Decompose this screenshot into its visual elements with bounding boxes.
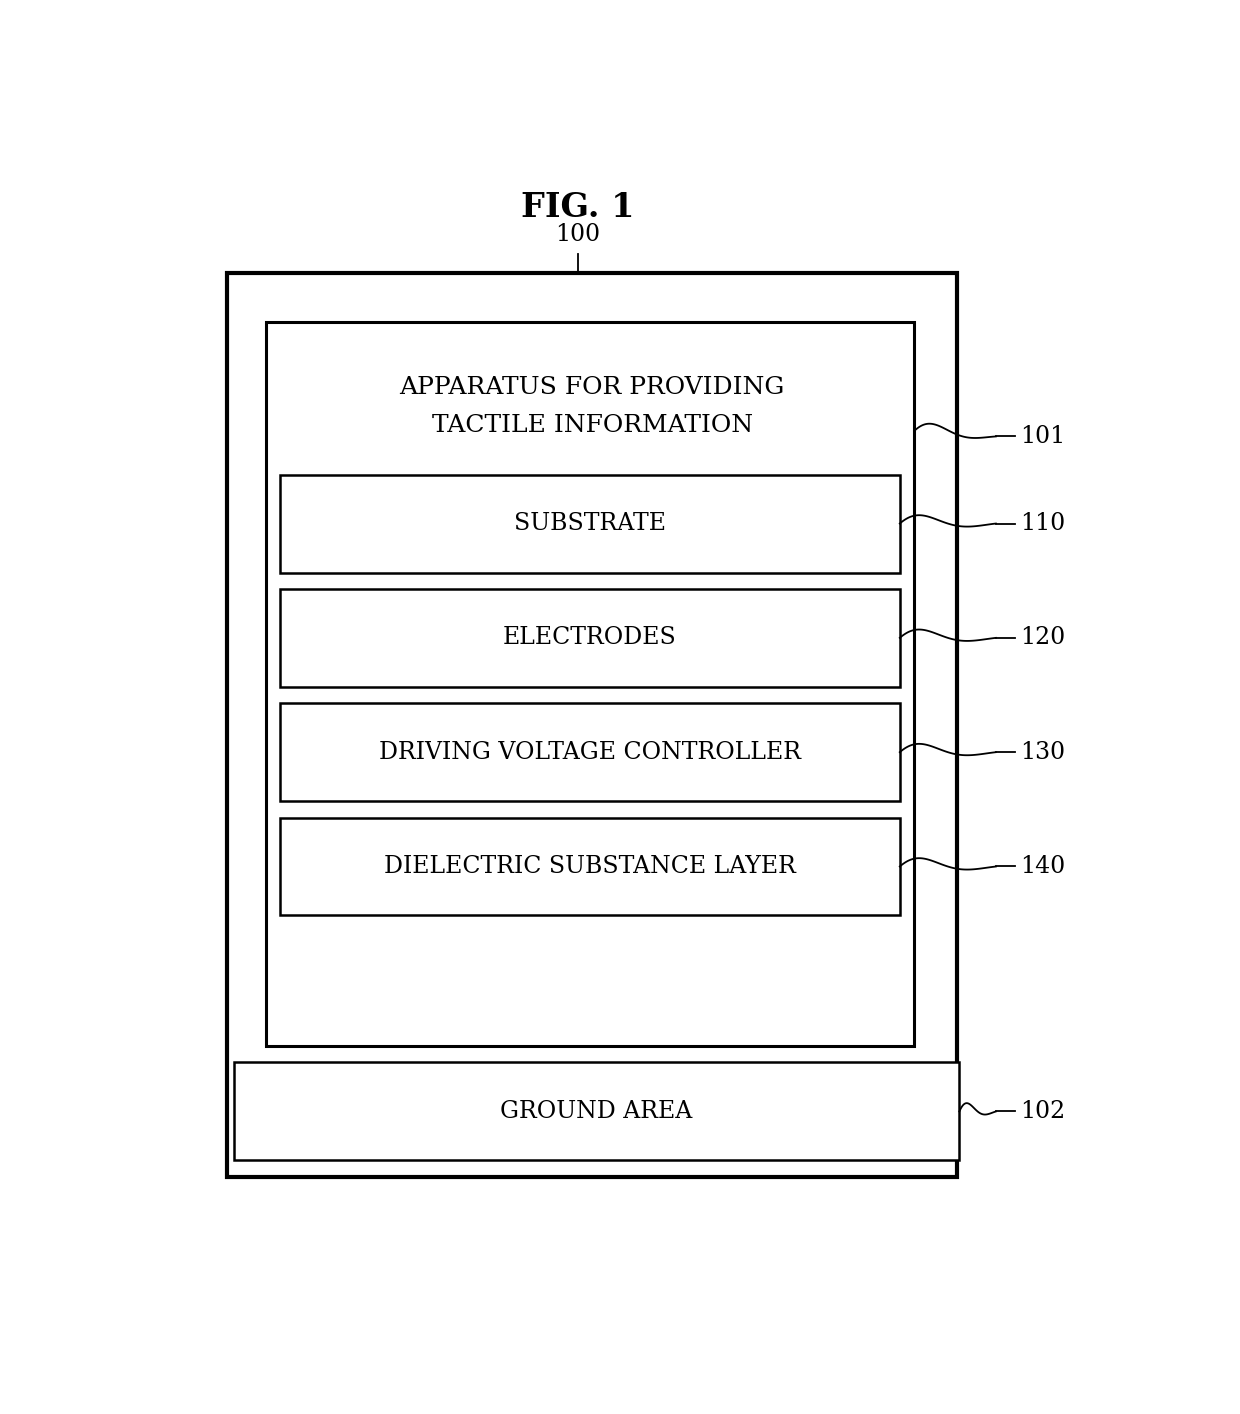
Text: 102: 102	[1019, 1100, 1065, 1123]
Bar	[280, 475, 900, 573]
Text: 101: 101	[1019, 426, 1065, 448]
Text: 120: 120	[1019, 626, 1065, 649]
Text: 110: 110	[1019, 512, 1065, 534]
Bar	[280, 703, 900, 802]
Text: GROUND AREA: GROUND AREA	[501, 1100, 693, 1123]
Text: 100: 100	[556, 223, 600, 246]
Text: DRIVING VOLTAGE CONTROLLER: DRIVING VOLTAGE CONTROLLER	[379, 741, 801, 764]
Text: 140: 140	[1019, 855, 1065, 878]
Bar	[280, 588, 900, 687]
Bar	[227, 273, 957, 1176]
Bar	[280, 817, 900, 915]
Text: ELECTRODES: ELECTRODES	[503, 626, 677, 649]
Bar	[265, 322, 914, 1046]
Text: APPARATUS FOR PROVIDING: APPARATUS FOR PROVIDING	[399, 376, 785, 399]
Text: SUBSTRATE: SUBSTRATE	[513, 512, 666, 534]
Text: TACTILE INFORMATION: TACTILE INFORMATION	[432, 414, 753, 437]
Text: FIG. 1: FIG. 1	[521, 191, 635, 225]
Text: DIELECTRIC SUBSTANCE LAYER: DIELECTRIC SUBSTANCE LAYER	[384, 855, 796, 878]
Bar	[234, 1062, 960, 1161]
Text: 130: 130	[1019, 741, 1065, 764]
